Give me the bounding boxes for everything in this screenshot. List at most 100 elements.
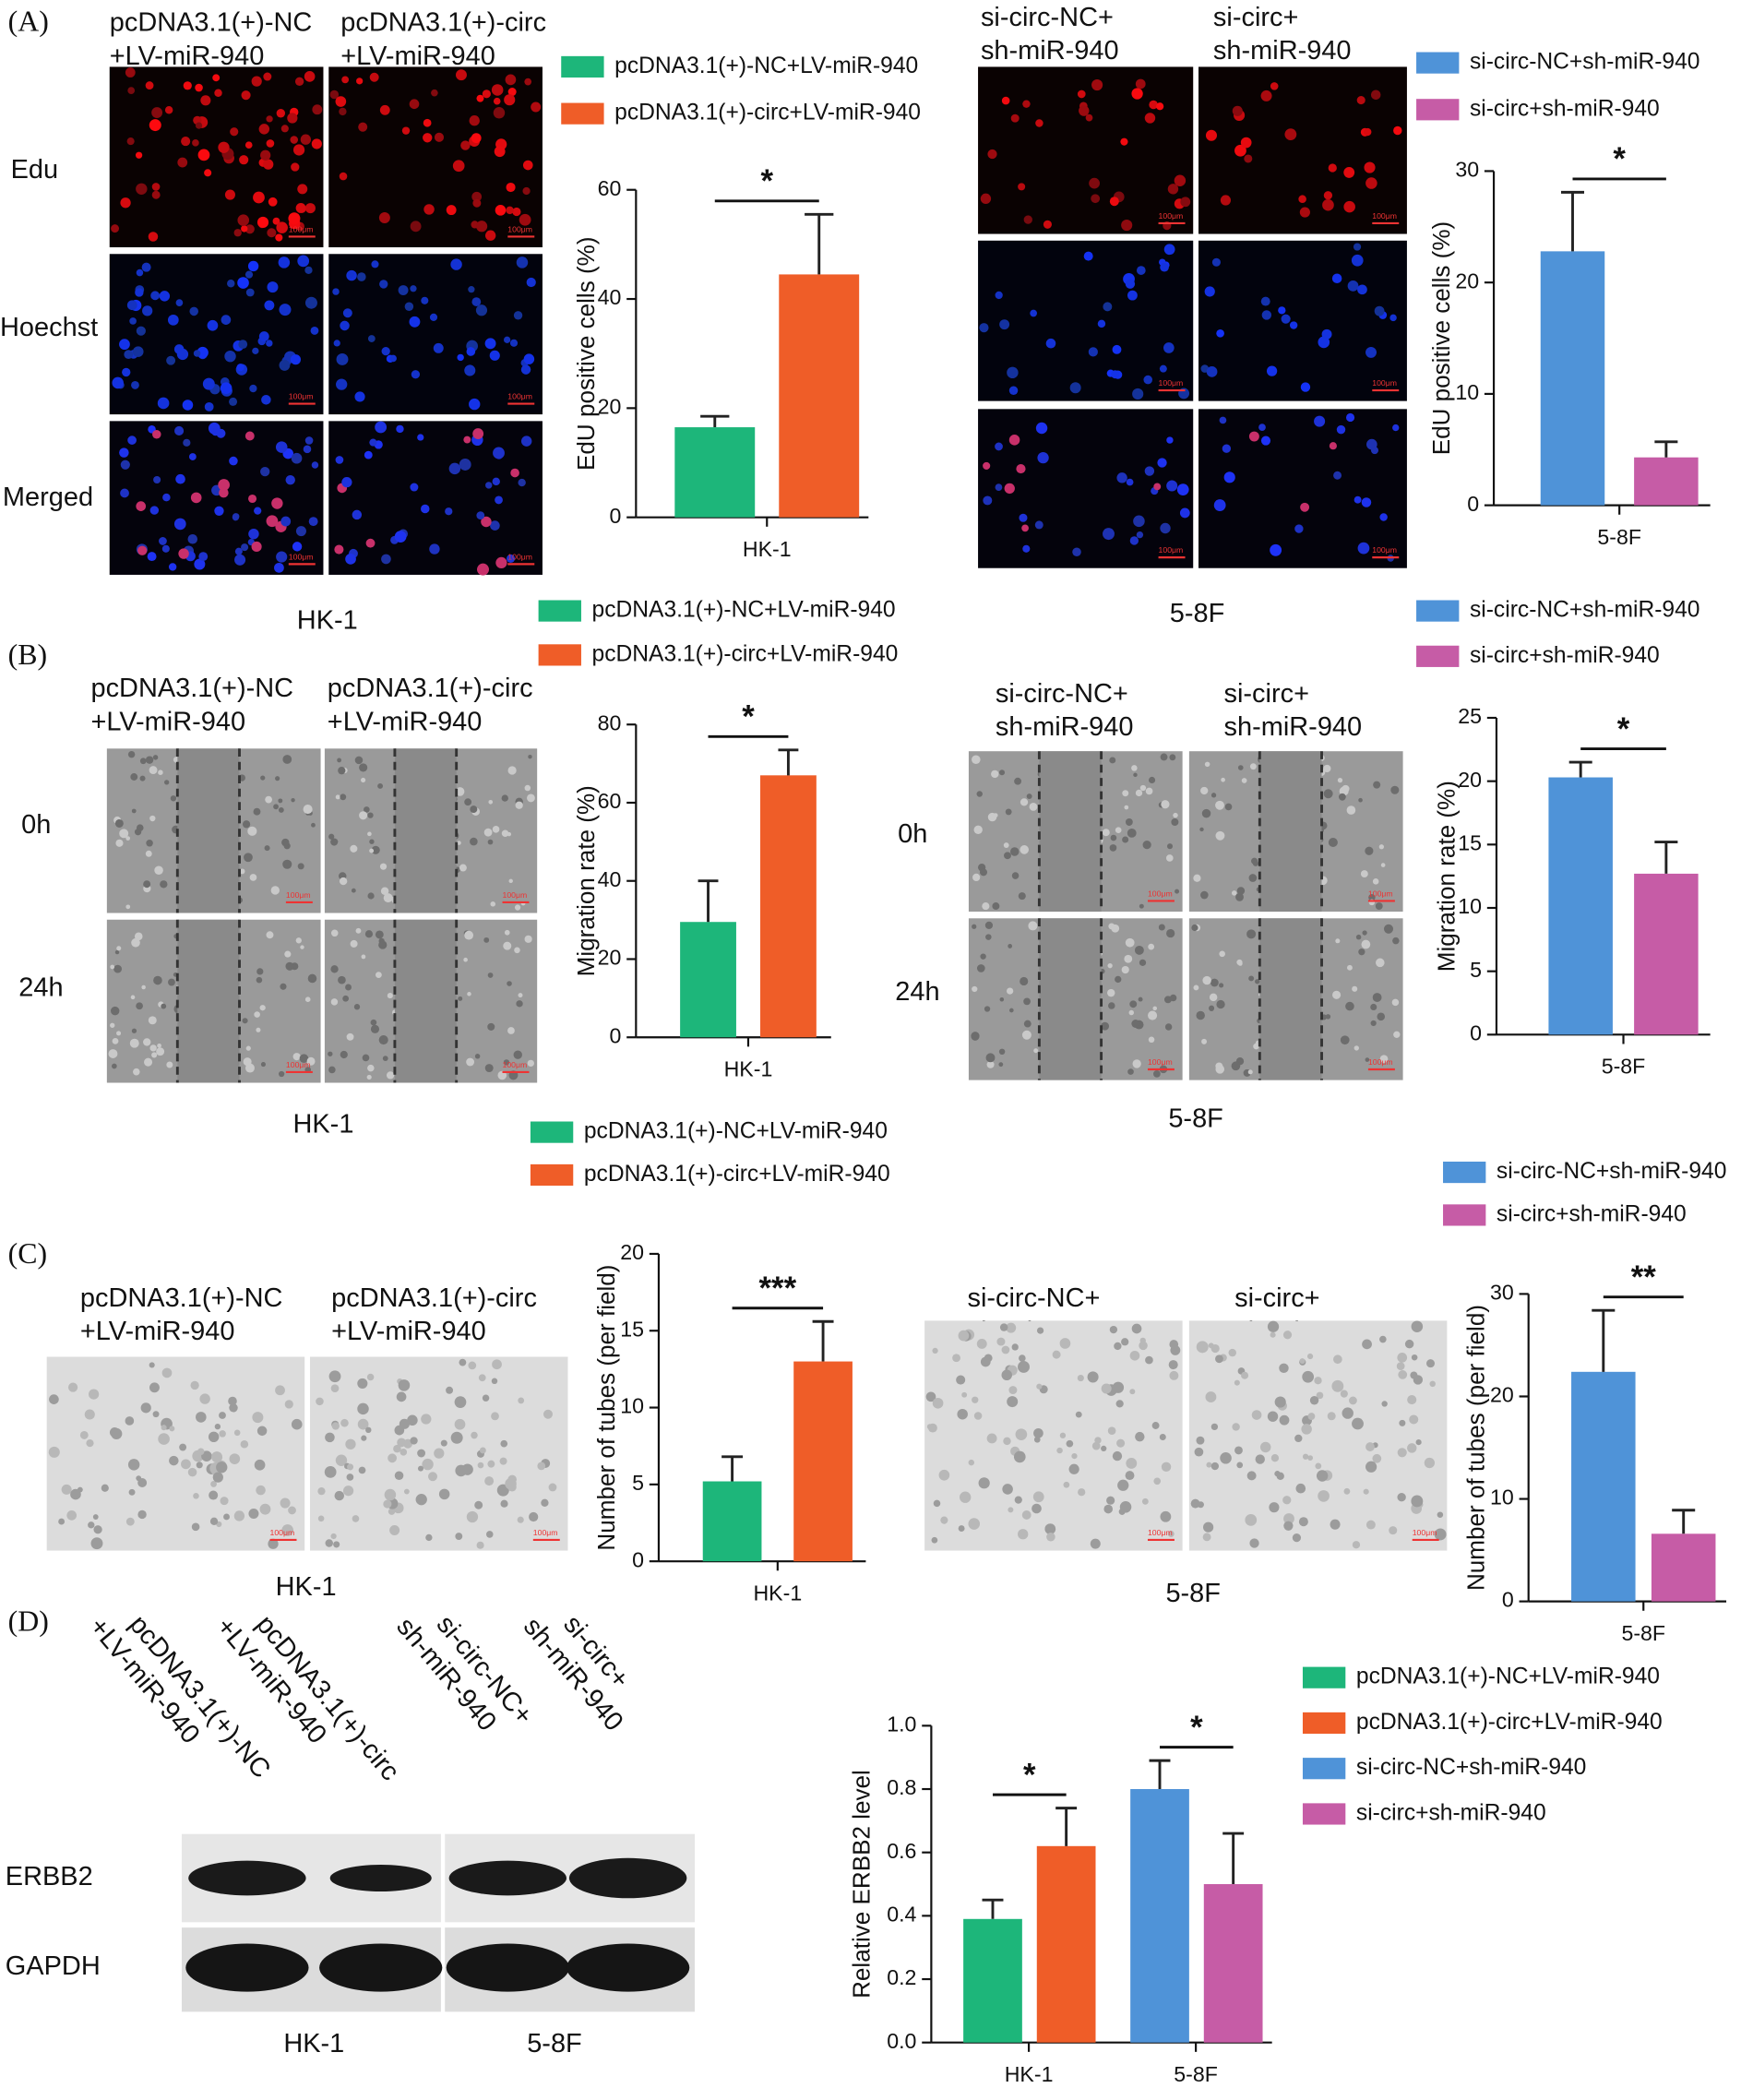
cell	[346, 1474, 354, 1481]
cell	[410, 1437, 418, 1445]
cell	[396, 1391, 407, 1402]
significance-label: *	[1190, 1711, 1203, 1746]
cell	[285, 961, 294, 971]
wound-gap	[177, 919, 240, 1083]
y-tick-label: 20	[598, 394, 622, 418]
cell	[370, 1019, 377, 1026]
cell	[1159, 1434, 1166, 1441]
label: Edu	[11, 155, 59, 185]
cell	[300, 945, 304, 949]
cell	[1327, 1412, 1336, 1421]
cell	[176, 348, 189, 361]
cell	[1174, 174, 1187, 186]
cell	[1209, 1005, 1215, 1011]
label: (A)	[8, 5, 49, 37]
cell	[491, 84, 504, 96]
cell	[1136, 531, 1144, 539]
cell	[158, 770, 163, 775]
cell	[254, 1459, 266, 1471]
cell	[1117, 1479, 1129, 1491]
cell	[1068, 1463, 1079, 1474]
scale-bar-label: 100μm	[1413, 1528, 1437, 1537]
cell	[1148, 1036, 1155, 1044]
cell	[317, 1515, 325, 1522]
y-tick-label: 0	[632, 1547, 644, 1571]
cell	[1063, 1481, 1070, 1488]
cell	[1222, 444, 1232, 453]
cell	[493, 107, 506, 119]
cell	[364, 806, 370, 813]
bar	[963, 1918, 1022, 2043]
cell	[1135, 78, 1146, 89]
cell	[1097, 319, 1106, 328]
cell	[1196, 1436, 1205, 1445]
cell	[61, 1484, 72, 1495]
cell	[1103, 528, 1115, 541]
cell	[986, 1060, 995, 1068]
cell	[131, 937, 140, 948]
cell	[1139, 959, 1147, 966]
cell	[1090, 1538, 1101, 1549]
cell	[1391, 998, 1400, 1007]
micrograph	[978, 66, 1194, 234]
y-tick-label: 20	[598, 946, 622, 970]
cell	[495, 205, 507, 216]
cell	[940, 1516, 948, 1524]
cell	[1169, 994, 1177, 1002]
cell	[357, 272, 366, 281]
cell	[1201, 1038, 1208, 1044]
cell	[1088, 347, 1098, 357]
cell	[388, 1453, 398, 1463]
cell	[1300, 382, 1311, 392]
cell	[335, 1454, 348, 1466]
legend-swatch	[1416, 99, 1460, 121]
cell	[119, 447, 129, 458]
cell	[200, 95, 211, 106]
cell	[933, 1499, 941, 1508]
cell	[985, 1053, 996, 1063]
cell	[1323, 789, 1333, 799]
cell	[173, 518, 186, 531]
cell	[341, 477, 352, 488]
label: +LV-miR-940	[328, 707, 483, 736]
cell	[1166, 480, 1178, 492]
cell	[294, 77, 304, 87]
cell	[422, 1458, 434, 1471]
cell	[304, 71, 316, 82]
micrograph	[328, 254, 543, 415]
error-bar	[812, 1319, 834, 1362]
cell	[1001, 96, 1010, 105]
cell	[971, 1032, 980, 1041]
cell	[264, 845, 270, 852]
legend-label: pcDNA3.1(+)-circ+LV-miR-940	[584, 1162, 890, 1187]
cell	[271, 497, 283, 509]
cell	[1066, 1439, 1074, 1448]
cell	[423, 204, 435, 215]
cell	[468, 286, 475, 293]
cell	[364, 450, 373, 459]
cell	[980, 1356, 991, 1367]
legend-swatch	[1443, 1161, 1486, 1184]
cell	[247, 494, 257, 504]
cell	[136, 1475, 142, 1482]
cell	[256, 1485, 266, 1496]
cell	[1357, 542, 1370, 555]
cell	[1023, 215, 1032, 224]
y-tick-label: 15	[620, 1317, 644, 1341]
cell	[1193, 874, 1201, 882]
cell	[219, 1412, 226, 1419]
cell	[111, 224, 120, 233]
cell	[1180, 197, 1191, 208]
cell	[141, 984, 146, 990]
cell	[493, 447, 505, 459]
cell	[1260, 296, 1270, 306]
cell	[510, 468, 519, 478]
cell	[417, 1449, 426, 1458]
cell	[394, 1471, 404, 1481]
y-tick-label: 0.8	[887, 1775, 916, 1799]
cell	[429, 543, 440, 555]
cell	[957, 1408, 968, 1420]
cell	[292, 1053, 301, 1061]
cell	[330, 1533, 337, 1540]
cell	[127, 436, 137, 445]
